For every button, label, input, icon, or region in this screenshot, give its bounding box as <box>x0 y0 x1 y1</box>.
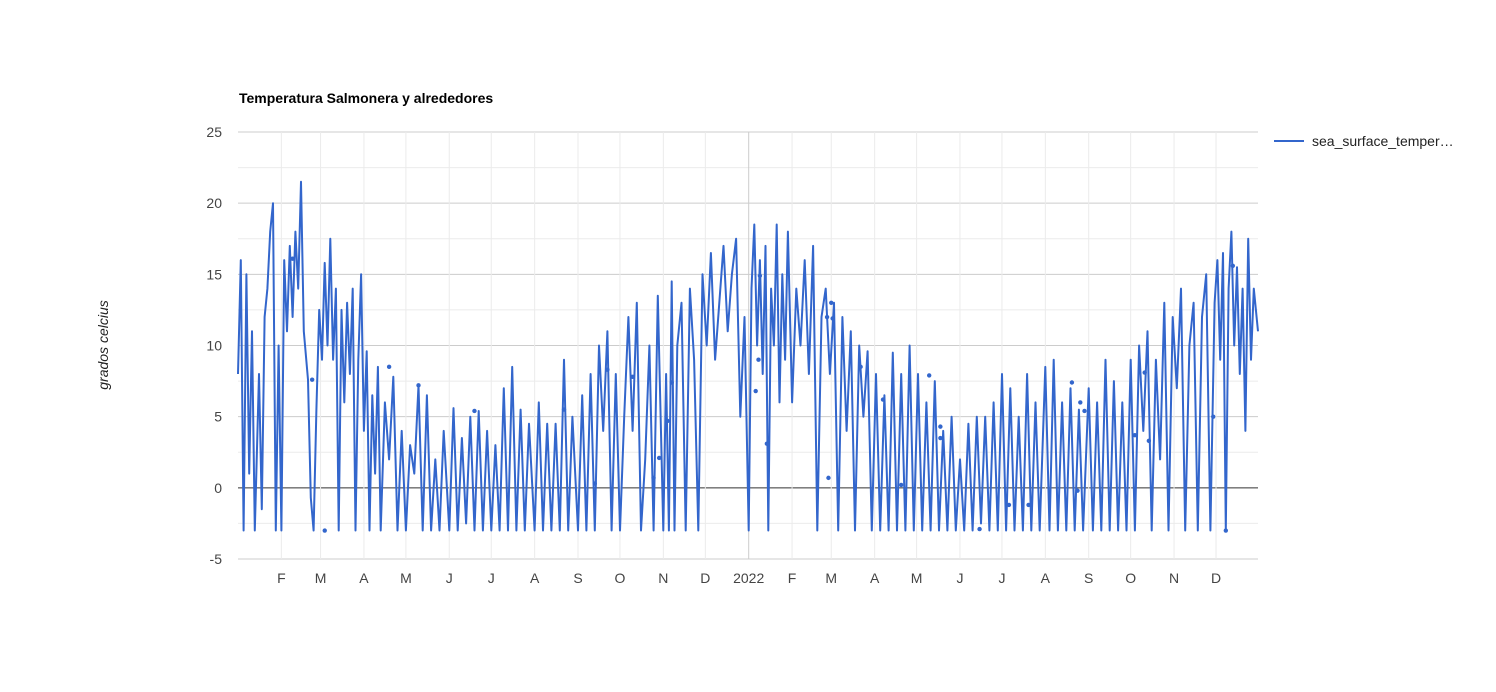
y-axis-label: grados celcius <box>95 300 111 390</box>
data-point <box>1069 380 1075 385</box>
x-tick-label: M <box>911 570 923 586</box>
x-tick-label: J <box>956 570 963 586</box>
data-point <box>1230 263 1236 268</box>
x-tick-label: O <box>1125 570 1136 586</box>
data-point <box>926 373 932 378</box>
data-point <box>938 424 943 429</box>
y-tick-label: 20 <box>206 195 222 211</box>
x-tick-label: J <box>488 570 495 586</box>
data-point <box>1082 408 1087 414</box>
data-point <box>1026 502 1031 508</box>
x-tick-label: A <box>359 570 369 586</box>
data-point <box>1146 438 1152 444</box>
data-point <box>669 380 674 385</box>
chart-title: Temperatura Salmonera y alrededores <box>239 90 493 106</box>
data-point <box>1078 400 1083 405</box>
x-tick-label: M <box>400 570 412 586</box>
x-tick-label: A <box>1041 570 1051 586</box>
x-tick-label: O <box>615 570 626 586</box>
data-point <box>830 316 835 321</box>
x-tick-label: M <box>315 570 327 586</box>
x-tick-label: J <box>446 570 453 586</box>
data-point <box>1211 414 1216 419</box>
y-axis-ticks: 25 20 15 10 5 0 -5 <box>206 124 222 567</box>
data-point <box>764 441 770 446</box>
data-point <box>630 374 635 380</box>
data-point <box>880 397 886 402</box>
data-point <box>753 388 758 394</box>
x-tick-label: N <box>1169 570 1179 586</box>
y-tick-label: 10 <box>206 338 222 354</box>
x-tick-label: S <box>1084 570 1093 586</box>
legend-label: sea_surface_temper… <box>1312 133 1454 149</box>
data-point <box>290 256 295 261</box>
series-group <box>237 180 1259 533</box>
data-point <box>824 314 830 320</box>
x-tick-label: F <box>277 570 286 586</box>
x-tick-label: S <box>573 570 582 586</box>
data-point <box>829 300 834 305</box>
data-point <box>416 383 421 388</box>
data-point <box>605 367 610 372</box>
data-point <box>756 357 761 362</box>
x-tick-label: D <box>1211 570 1221 586</box>
data-point <box>1075 488 1080 493</box>
data-point <box>899 482 904 488</box>
data-point <box>472 408 477 414</box>
x-axis-ticks: F M A M J J A S O N D 2022 F M A M J J A S O N D <box>277 570 1221 586</box>
data-point <box>386 364 392 370</box>
data-point <box>592 481 597 486</box>
data-point <box>1132 432 1138 438</box>
data-point <box>322 528 327 533</box>
data-point <box>665 418 670 424</box>
data-point <box>977 526 982 532</box>
data-point <box>1006 502 1012 508</box>
x-tick-label: A <box>870 570 880 586</box>
x-tick-label: A <box>530 570 540 586</box>
y-tick-label: 5 <box>214 409 222 425</box>
data-point <box>656 455 662 461</box>
data-point <box>826 475 831 481</box>
y-tick-label: 15 <box>206 266 222 282</box>
x-tick-label: 2022 <box>733 570 764 586</box>
x-tick-label: M <box>825 570 837 586</box>
y-tick-label: -5 <box>210 551 223 567</box>
data-point <box>1223 528 1229 533</box>
x-tick-label: J <box>998 570 1005 586</box>
data-point <box>651 475 656 481</box>
data-point <box>858 364 863 370</box>
x-tick-label: N <box>658 570 668 586</box>
y-tick-label: 0 <box>214 480 222 496</box>
data-point <box>1142 370 1147 375</box>
x-tick-label: F <box>788 570 797 586</box>
x-tick-label: D <box>700 570 710 586</box>
series-line <box>237 180 1259 532</box>
y-tick-label: 25 <box>206 124 222 140</box>
data-point <box>561 407 567 412</box>
data-point <box>757 273 763 278</box>
legend[interactable]: sea_surface_temper… <box>1274 133 1454 149</box>
data-point <box>309 377 315 382</box>
data-point <box>938 435 943 441</box>
